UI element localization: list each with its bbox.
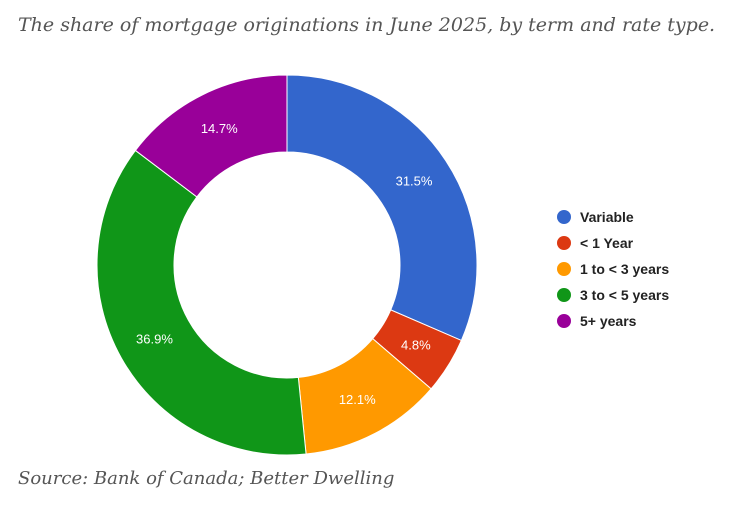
donut-slices: [96, 74, 478, 456]
legend-label-3-to-5-years: 3 to < 5 years: [580, 287, 670, 303]
slice-label-variable: 31.5%: [396, 174, 433, 189]
legend-item-variable[interactable]: Variable: [557, 204, 669, 230]
chart-source: Source: Bank of Canada; Better Dwelling: [18, 468, 395, 489]
legend-label-1-to-3-years: 1 to < 3 years: [580, 261, 670, 277]
legend-swatch-under-1-year: [557, 236, 571, 250]
legend-swatch-variable: [557, 210, 571, 224]
slice-3-to-5-years[interactable]: [96, 149, 307, 456]
chart-title: The share of mortgage originations in Ju…: [18, 14, 716, 36]
legend-item-under-1-year[interactable]: < 1 Year: [557, 230, 669, 256]
legend-swatch-5-plus-years: [557, 314, 571, 328]
legend-item-3-to-5-years[interactable]: 3 to < 5 years: [557, 282, 669, 308]
legend-swatch-3-to-5-years: [557, 288, 571, 302]
slice-label-1-to-3-years: 12.1%: [339, 392, 376, 407]
legend-label-under-1-year: < 1 Year: [580, 235, 634, 251]
legend-swatch-1-to-3-years: [557, 262, 571, 276]
slice-label-5-years: 14.7%: [201, 121, 238, 136]
slice-label-3-to-5-years: 36.9%: [136, 331, 173, 346]
slice-label-1-year: 4.8%: [401, 338, 431, 353]
slice-variable[interactable]: [286, 74, 478, 342]
chart-legend: Variable < 1 Year 1 to < 3 years 3 to < …: [557, 204, 669, 334]
donut-labels: 31.5% 4.8% 12.1% 36.9% 14.7%: [136, 121, 433, 407]
legend-label-5-plus-years: 5+ years: [580, 313, 637, 329]
legend-item-1-to-3-years[interactable]: 1 to < 3 years: [557, 256, 669, 282]
legend-item-5-plus-years[interactable]: 5+ years: [557, 308, 669, 334]
slice-5-years[interactable]: [134, 74, 288, 198]
legend-label-variable: Variable: [580, 209, 634, 225]
